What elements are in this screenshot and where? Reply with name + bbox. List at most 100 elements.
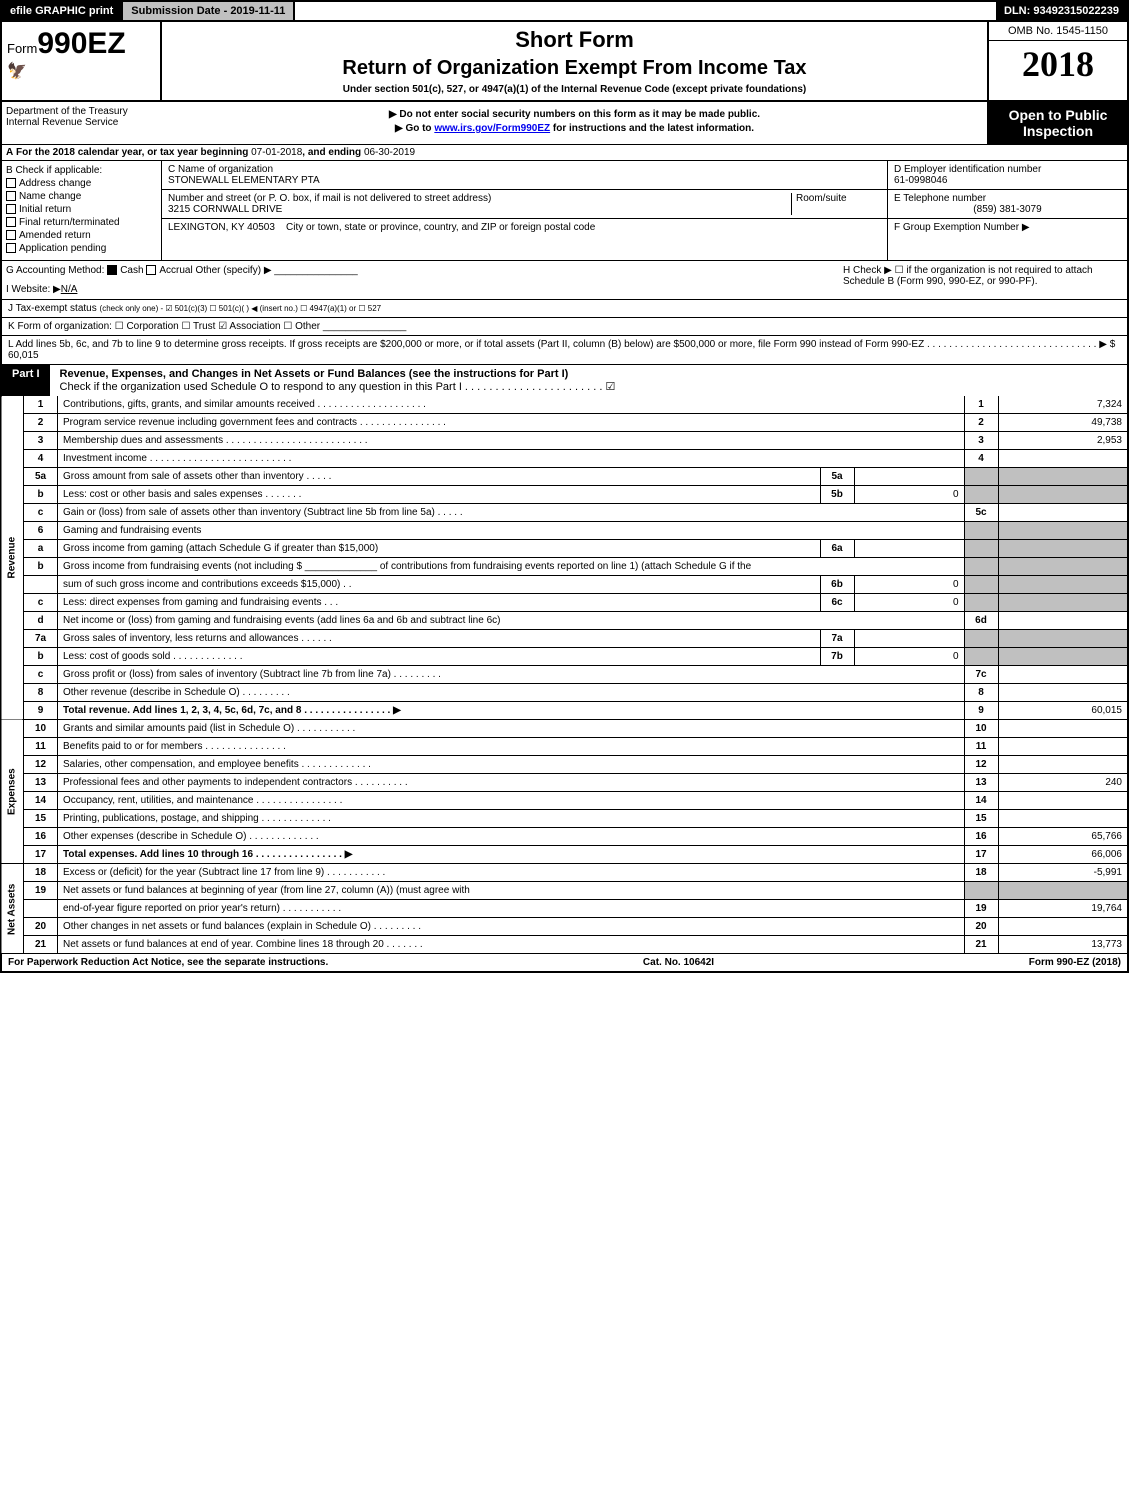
total-number-gray [964,522,998,540]
total-value [998,918,1128,936]
line-number: 21 [24,936,58,954]
table-row: 9Total revenue. Add lines 1, 2, 3, 4, 5c… [1,702,1128,720]
line-number [24,576,58,594]
check-application-pending[interactable]: Application pending [6,243,157,254]
part1-sub: Check if the organization used Schedule … [60,381,616,393]
table-row: Revenue1Contributions, gifts, grants, an… [1,396,1128,414]
part1-header: Part I Revenue, Expenses, and Changes in… [0,365,1129,396]
line-number: c [24,504,58,522]
org-name: STONEWALL ELEMENTARY PTA [168,175,881,186]
part1-label: Part I [2,365,50,396]
line-number: 3 [24,432,58,450]
k-label: K Form of organization: [8,321,112,332]
line-description: Investment income . . . . . . . . . . . … [58,450,965,468]
instructions: ▶ Do not enter social security numbers o… [162,102,987,144]
table-row: 3Membership dues and assessments . . . .… [1,432,1128,450]
line-description: end-of-year figure reported on prior yea… [58,900,965,918]
line-description: Other revenue (describe in Schedule O) .… [58,684,965,702]
check-name-change[interactable]: Name change [6,191,157,202]
accrual-label: Accrual [159,265,192,276]
form-ref: Form 990-EZ (2018) [1029,957,1121,968]
irs-link[interactable]: www.irs.gov/Form990EZ [434,123,550,134]
line-description: Grants and similar amounts paid (list in… [58,720,965,738]
table-row: bLess: cost or other basis and sales exp… [1,486,1128,504]
table-row: Net Assets18Excess or (deficit) for the … [1,864,1128,882]
total-value-gray [998,648,1128,666]
other-label: Other (specify) ▶ [195,265,271,276]
omb-number: OMB No. 1545-1150 [989,22,1127,41]
table-row: bGross income from fundraising events (n… [1,558,1128,576]
line-description: Net assets or fund balances at beginning… [58,882,965,900]
line-description: Gross income from gaming (attach Schedul… [58,540,821,558]
open-public-box: Open to Public Inspection [987,102,1127,144]
check-cash[interactable] [107,265,117,275]
tax-year-begin: 07-01-2018 [251,147,302,158]
goto-prefix: ▶ Go to [395,123,434,134]
table-row: 17Total expenses. Add lines 10 through 1… [1,846,1128,864]
table-row: 12Salaries, other compensation, and empl… [1,756,1128,774]
line-number: d [24,612,58,630]
total-value: 2,953 [998,432,1128,450]
total-value: 7,324 [998,396,1128,414]
table-row: 11Benefits paid to or for members . . . … [1,738,1128,756]
table-row: sum of such gross income and contributio… [1,576,1128,594]
check-initial-return[interactable]: Initial return [6,204,157,215]
table-row: cGross profit or (loss) from sales of in… [1,666,1128,684]
line-number: 4 [24,450,58,468]
l-text: Add lines 5b, 6c, and 7b to line 9 to de… [8,339,1115,361]
table-row: dNet income or (loss) from gaming and fu… [1,612,1128,630]
total-value: 19,764 [998,900,1128,918]
total-number: 19 [964,900,998,918]
tax-year: 2018 [989,41,1127,87]
total-value: 240 [998,774,1128,792]
line-number: b [24,486,58,504]
line-number: 17 [24,846,58,864]
name-label: C Name of organization [168,164,881,175]
footer: For Paperwork Reduction Act Notice, see … [0,954,1129,973]
total-value [998,450,1128,468]
check-final-return[interactable]: Final return/terminated [6,217,157,228]
line-number: 20 [24,918,58,936]
line-number: 2 [24,414,58,432]
total-value-gray [998,576,1128,594]
line-description: Less: cost or other basis and sales expe… [58,486,821,504]
total-number-gray [964,486,998,504]
table-row: 6Gaming and fundraising events [1,522,1128,540]
total-value-gray [998,486,1128,504]
title-box: Short Form Return of Organization Exempt… [162,22,987,100]
addr-row: Number and street (or P. O. box, if mail… [162,190,887,219]
check-accrual[interactable] [146,265,156,275]
check-address-change[interactable]: Address change [6,178,157,189]
check-amended-return[interactable]: Amended return [6,230,157,241]
total-value-gray [998,540,1128,558]
h-label: H [843,265,850,276]
total-value-gray [998,882,1128,900]
org-address: 3215 CORNWALL DRIVE [168,204,791,215]
group-label: F Group Exemption Number ▶ [894,222,1121,233]
goto-suffix: for instructions and the latest informat… [550,123,754,134]
line-number [24,900,58,918]
table-row: 5aGross amount from sale of assets other… [1,468,1128,486]
org-name-row: C Name of organization STONEWALL ELEMENT… [162,161,887,190]
line-description: Less: cost of goods sold . . . . . . . .… [58,648,821,666]
line-description: Excess or (deficit) for the year (Subtra… [58,864,965,882]
line-description: Less: direct expenses from gaming and fu… [58,594,821,612]
efile-print-button[interactable]: efile GRAPHIC print [2,2,123,20]
line-description: Occupancy, rent, utilities, and maintena… [58,792,965,810]
total-number-gray [964,630,998,648]
return-title: Return of Organization Exempt From Incom… [172,57,977,80]
section-d: D Employer identification number 61-0998… [887,161,1127,260]
table-row: cGain or (loss) from sale of assets othe… [1,504,1128,522]
line-number: 13 [24,774,58,792]
line-description: Benefits paid to or for members . . . . … [58,738,965,756]
room-suite: Room/suite [791,193,881,215]
table-row: aGross income from gaming (attach Schedu… [1,540,1128,558]
addr-label: Number and street (or P. O. box, if mail… [168,193,791,204]
ssn-warning: ▶ Do not enter social security numbers o… [166,109,983,120]
total-number: 7c [964,666,998,684]
total-value-gray [998,594,1128,612]
total-number: 6d [964,612,998,630]
ein-row: D Employer identification number 61-0998… [888,161,1127,190]
line-description: Salaries, other compensation, and employ… [58,756,965,774]
total-number-gray [964,558,998,576]
